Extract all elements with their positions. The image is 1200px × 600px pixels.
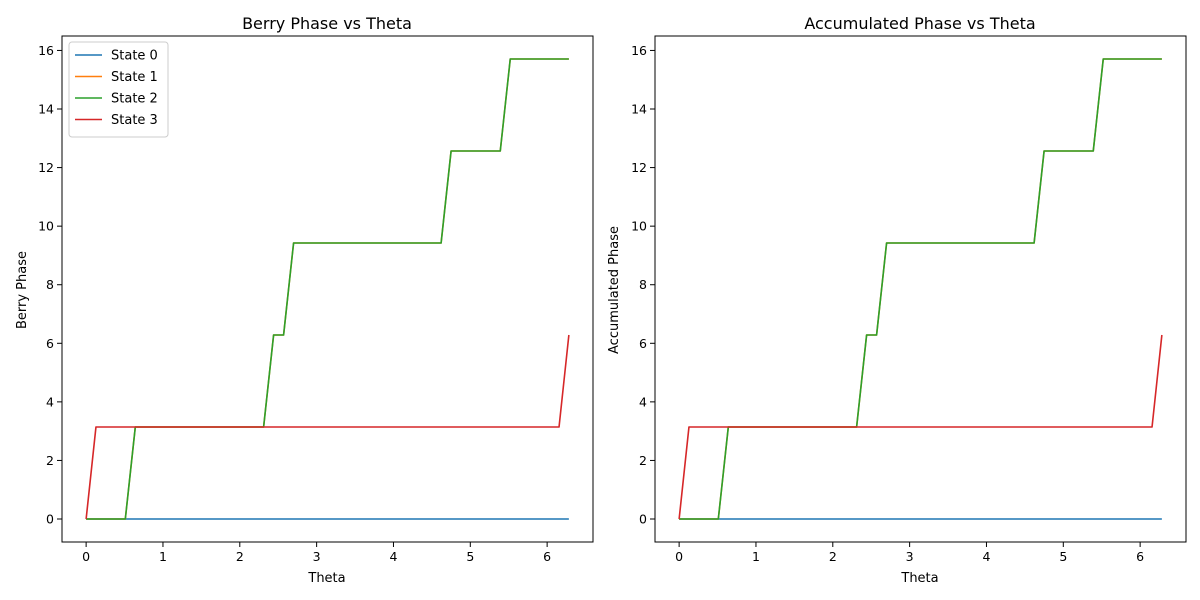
y-tick-label: 0 (46, 512, 54, 527)
x-axis-label: Theta (307, 571, 345, 586)
x-tick-label: 3 (313, 549, 321, 564)
y-tick-label: 2 (46, 453, 54, 468)
x-tick-label: 1 (159, 549, 167, 564)
x-tick-label: 6 (543, 549, 551, 564)
legend-label-state-0: State 0 (111, 49, 158, 64)
y-tick-label: 4 (46, 394, 54, 409)
x-tick-label: 0 (82, 549, 90, 564)
series-line-state-2 (679, 58, 1162, 520)
y-tick-label: 6 (639, 336, 647, 351)
accumulated-phase-panel: Accumulated Phase vs Theta Theta Accumul… (607, 14, 1187, 586)
y-tick-label: 0 (639, 512, 647, 527)
x-tick-label: 6 (1136, 549, 1144, 564)
y-tick-label: 16 (38, 43, 54, 58)
legend-label-state-3: State 3 (111, 113, 158, 128)
series-line-state-2 (86, 58, 569, 520)
legend: State 0 State 1 State 2 State 3 (68, 41, 169, 138)
y-tick-label: 14 (631, 102, 647, 117)
y-axis-label: Berry Phase (15, 251, 30, 329)
y-tick-label: 2 (639, 453, 647, 468)
y-tick-label: 12 (631, 160, 647, 175)
y-tick-label: 8 (46, 277, 54, 292)
x-tick-label: 1 (752, 549, 760, 564)
x-tick-label: 4 (389, 549, 397, 564)
x-tick-label: 3 (906, 549, 914, 564)
chart-title: Berry Phase vs Theta (242, 14, 412, 33)
legend-label-state-2: State 2 (111, 92, 158, 107)
x-axis-label: Theta (900, 571, 938, 586)
x-tick-label: 2 (829, 549, 837, 564)
x-tick-label: 2 (236, 549, 244, 564)
x-tick-label: 5 (1059, 549, 1067, 564)
series-line-state-3 (678, 334, 1163, 520)
y-tick-label: 4 (639, 394, 647, 409)
berry-phase-panel: Berry Phase vs Theta Theta Berry Phase 0… (15, 14, 594, 586)
y-tick-label: 8 (639, 277, 647, 292)
legend-box (68, 41, 169, 138)
y-tick-label: 16 (631, 43, 647, 58)
y-tick-label: 6 (46, 336, 54, 351)
y-tick-label: 14 (38, 102, 54, 117)
x-tick-label: 0 (675, 549, 683, 564)
y-tick-label: 10 (631, 219, 647, 234)
y-tick-label: 10 (38, 219, 54, 234)
x-tick-label: 4 (982, 549, 990, 564)
legend-label-state-1: State 1 (111, 70, 158, 85)
axes-frame (654, 35, 1187, 543)
axes-frame (61, 35, 594, 543)
y-axis-label: Accumulated Phase (607, 226, 622, 354)
chart-title: Accumulated Phase vs Theta (804, 14, 1035, 33)
series-line-state-3 (85, 334, 570, 520)
y-tick-label: 12 (38, 160, 54, 175)
x-tick-label: 5 (466, 549, 474, 564)
